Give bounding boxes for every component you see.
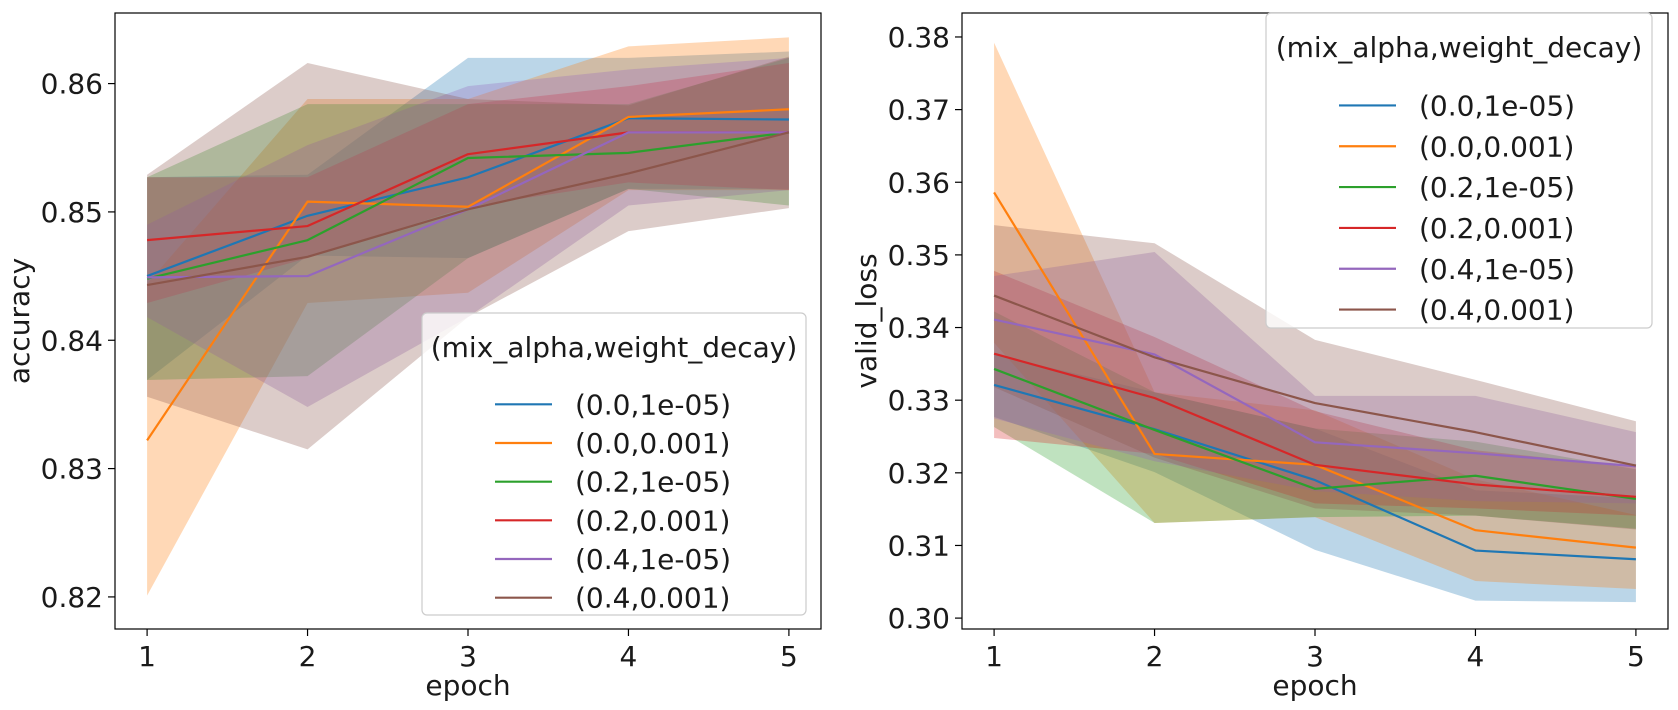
confidence-band	[147, 51, 789, 381]
x-axis-label: epoch	[1272, 669, 1357, 702]
series-line	[993, 367, 1637, 501]
confidence-band	[147, 63, 789, 304]
legend-entry: (0.0,0.001)	[575, 427, 730, 460]
y-tick-label: 0.35	[888, 239, 950, 272]
x-axis-label: epoch	[425, 669, 510, 702]
confidence-band	[147, 57, 789, 407]
y-tick-label: 0.85	[41, 196, 103, 229]
series-line	[993, 352, 1636, 498]
legend-entry: (0.0,1e-05)	[575, 388, 731, 421]
legend-entry: (0.0,0.001)	[1419, 130, 1574, 163]
x-tick-label: 4	[620, 640, 638, 673]
legend-entry: (0.2,0.001)	[575, 504, 730, 537]
legend-entry: (0.2,1e-05)	[575, 466, 731, 499]
legend-entry: (0.4,0.001)	[575, 582, 730, 615]
y-tick-label: 0.36	[888, 166, 950, 199]
legend-entry: (0.0,1e-05)	[1419, 89, 1575, 122]
y-tick-label: 0.84	[41, 324, 103, 357]
y-tick-label: 0.30	[888, 602, 950, 635]
legend-box	[421, 312, 807, 616]
chart-panel-accuracy: 1 2 3 4 5 0.82 0.83 0.84 0.85 0.86 epoch accuracy (m…	[3, 12, 822, 702]
x-tick-label: 3	[1306, 640, 1324, 673]
legend-entry: (0.4,0.001)	[1419, 294, 1574, 327]
x-tick-label: 4	[1467, 640, 1485, 673]
legend-title: (mix_alpha,weight_decay)	[1276, 31, 1643, 64]
series-line	[146, 131, 790, 287]
legend-title: (mix_alpha,weight_decay)	[431, 331, 798, 364]
legend-entry: (0.4,1e-05)	[575, 543, 731, 576]
confidence-band	[147, 56, 789, 450]
y-tick-label: 0.38	[888, 21, 950, 54]
y-tick-label: 0.34	[888, 312, 950, 345]
confidence-band	[147, 37, 789, 596]
y-axis-label: accuracy	[3, 258, 36, 384]
series-line	[993, 383, 1636, 561]
x-tick-label: 2	[299, 640, 317, 673]
y-tick-label: 0.37	[888, 94, 950, 127]
series-line	[146, 131, 790, 280]
x-tick-label: 1	[985, 640, 1003, 673]
x-tick-label: 5	[780, 640, 798, 673]
y-tick-label: 0.82	[41, 581, 103, 614]
chart-panel-valid-loss: 1 2 3 4 5 0.30 0.31 0.32 0.33 0.34 0.35 0.36 0.37 0.3…	[850, 12, 1669, 702]
confidence-band	[994, 354, 1636, 603]
x-tick-label: 5	[1627, 640, 1645, 673]
confidence-band	[147, 57, 789, 381]
y-tick-label: 0.31	[888, 529, 950, 562]
legend-entry: (0.2,0.001)	[1419, 212, 1574, 245]
x-tick-label: 1	[138, 640, 156, 673]
x-tick-label: 3	[459, 640, 477, 673]
confidence-band	[994, 311, 1636, 529]
series-line	[993, 318, 1636, 468]
confidence-band	[994, 251, 1636, 504]
confidence-band	[994, 270, 1636, 516]
series-line	[993, 294, 1637, 467]
y-tick-label: 0.86	[41, 68, 103, 101]
y-tick-label: 0.83	[41, 453, 103, 486]
legend-entry: (0.4,1e-05)	[1419, 253, 1575, 286]
series-line	[146, 117, 789, 278]
series-line	[146, 108, 789, 441]
legend: (mix_alpha,weight_decay) (0.0,1e-05) (0.0,…	[1265, 12, 1653, 329]
legend: (mix_alpha,weight_decay) (0.0,1e-05) (0.0,…	[421, 312, 807, 616]
legend-entry: (0.2,1e-05)	[1419, 171, 1575, 204]
legend-box	[1265, 12, 1653, 329]
y-tick-label: 0.33	[888, 384, 950, 417]
y-tick-label: 0.32	[888, 457, 950, 490]
x-tick-label: 2	[1146, 640, 1164, 673]
y-axis-label: valid_loss	[850, 253, 883, 388]
